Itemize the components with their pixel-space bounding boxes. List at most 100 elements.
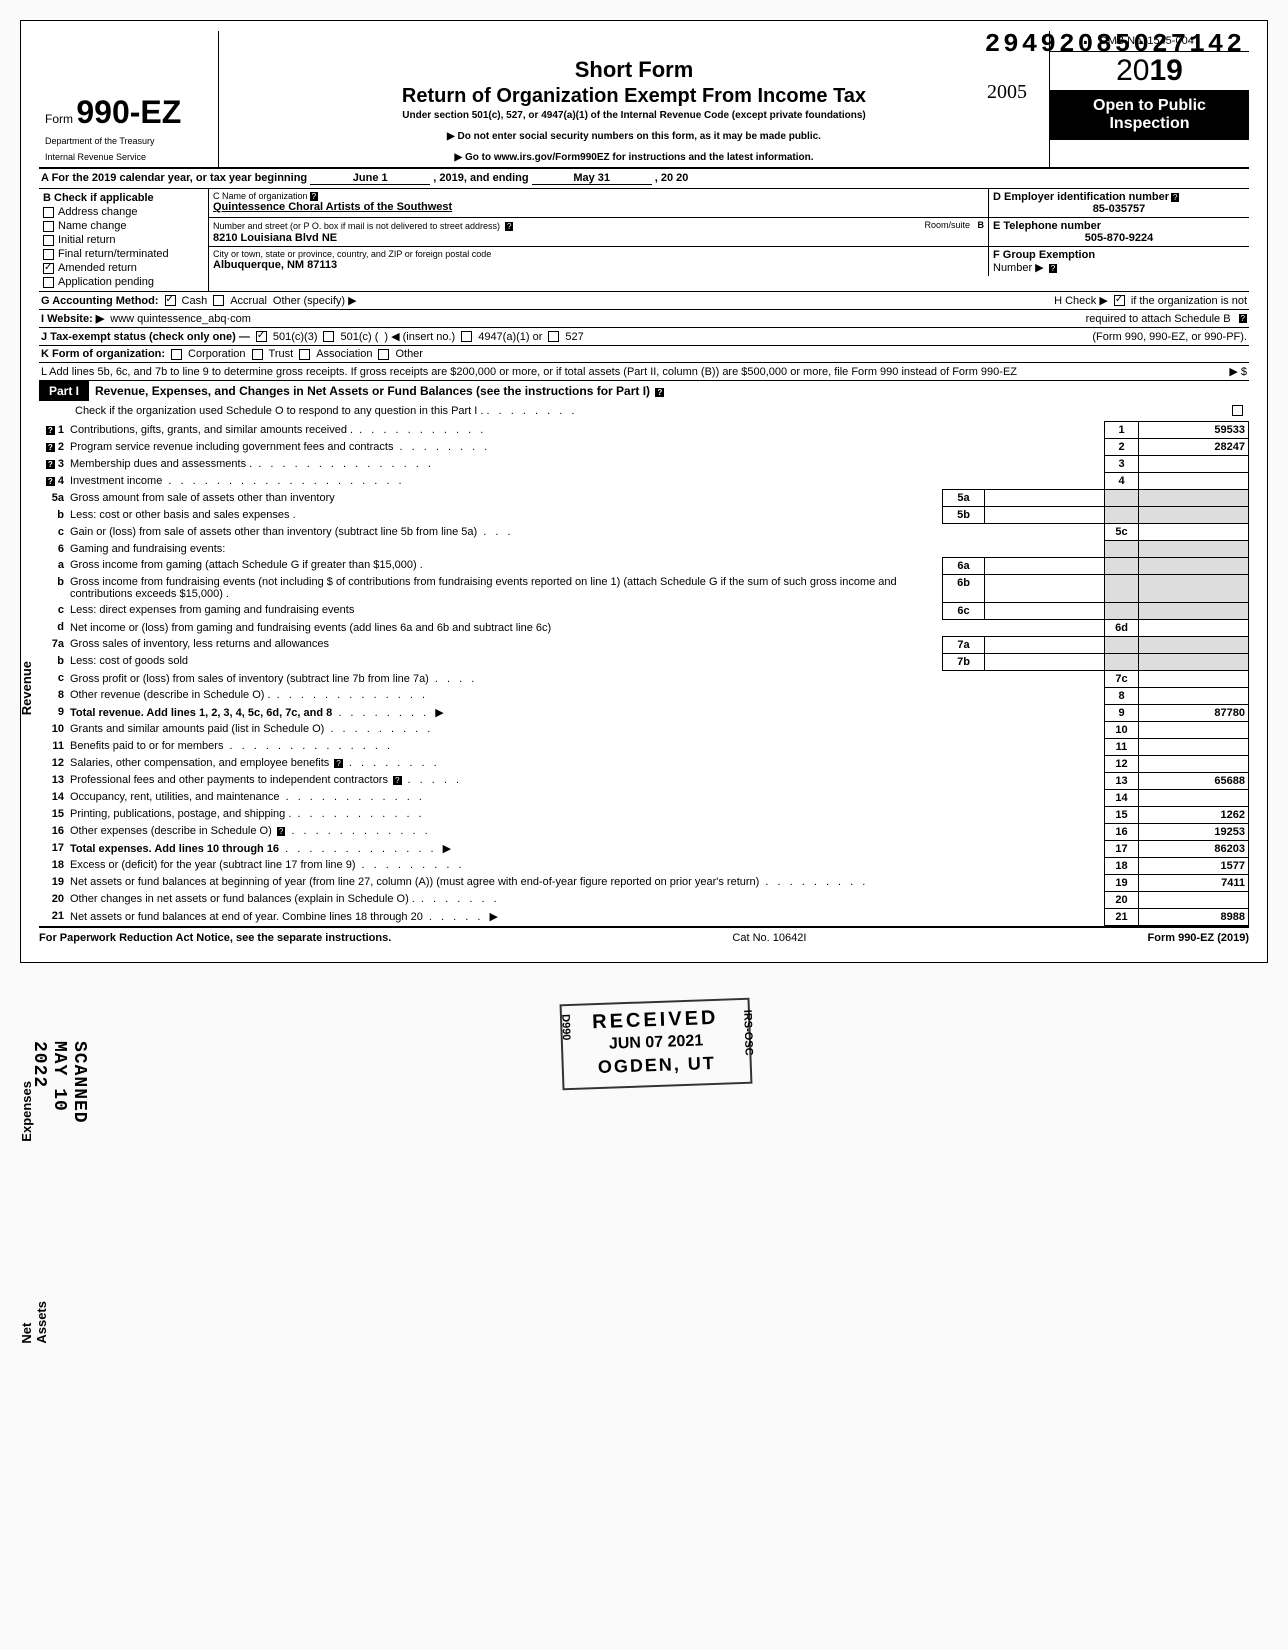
chk-corp[interactable] bbox=[171, 349, 182, 360]
k-label: K Form of organization: bbox=[41, 348, 165, 360]
line-desc: Investment income bbox=[70, 475, 162, 487]
chk-label: Application pending bbox=[58, 276, 154, 288]
line-16: 16Other expenses (describe in Schedule O… bbox=[39, 823, 1249, 840]
row-l: L Add lines 5b, 6c, and 7b to line 9 to … bbox=[39, 363, 1249, 381]
chk-trust[interactable] bbox=[252, 349, 263, 360]
help-icon[interactable]: ? bbox=[46, 426, 55, 435]
line-6b: bGross income from fundraising events (n… bbox=[39, 574, 1249, 602]
line-box-grey bbox=[1105, 653, 1139, 670]
help-icon[interactable]: ? bbox=[310, 192, 318, 201]
chk-initial-return[interactable]: Initial return bbox=[43, 234, 204, 246]
line-18: 18Excess or (deficit) for the year (subt… bbox=[39, 857, 1249, 874]
row-a-tail: , 20 20 bbox=[655, 172, 689, 184]
line-desc: Less: cost or other basis and sales expe… bbox=[70, 509, 296, 521]
line-box: 4 bbox=[1105, 473, 1139, 490]
chk-schedule-o[interactable] bbox=[1232, 405, 1243, 416]
open-l1: Open to Public bbox=[1052, 97, 1247, 115]
line-amt-grey bbox=[1139, 490, 1249, 507]
line-box-grey bbox=[1105, 490, 1139, 507]
row-a-mid: , 2019, and ending bbox=[433, 172, 528, 184]
return-subtitle: Under section 501(c), 527, or 4947(a)(1)… bbox=[227, 110, 1041, 121]
help-icon[interactable]: ? bbox=[1171, 193, 1179, 202]
chk-501c[interactable] bbox=[323, 331, 334, 342]
help-icon[interactable]: ? bbox=[393, 776, 401, 785]
mid-amt bbox=[985, 653, 1105, 670]
line-15: 15Printing, publications, postage, and s… bbox=[39, 806, 1249, 823]
line-box-grey bbox=[1105, 602, 1139, 619]
help-icon[interactable]: ? bbox=[505, 222, 513, 231]
f-group: F Group Exemption Number ▶ ? bbox=[989, 247, 1249, 276]
chk-assoc[interactable] bbox=[299, 349, 310, 360]
line-desc: Gain or (loss) from sale of assets other… bbox=[70, 526, 477, 538]
help-icon[interactable]: ? bbox=[334, 759, 342, 768]
i-value: www quintessence_abq·com bbox=[110, 313, 251, 325]
org-info-grid: B Check if applicable Address change Nam… bbox=[39, 189, 1249, 292]
website-note: ▶ Go to www.irs.gov/Form990EZ for instru… bbox=[227, 152, 1041, 163]
mid-amt bbox=[985, 636, 1105, 653]
line-9: 9Total revenue. Add lines 1, 2, 3, 4, 5c… bbox=[39, 704, 1249, 721]
scanned-stamp: SCANNED MAY 10 2022 bbox=[29, 1041, 89, 1124]
line-amt bbox=[1139, 738, 1249, 755]
chk-4947[interactable] bbox=[461, 331, 472, 342]
line-amt-grey bbox=[1139, 541, 1249, 558]
addr-label: Number and street (or P O. box if mail i… bbox=[213, 221, 500, 231]
line-box: 5c bbox=[1105, 524, 1139, 541]
row-i: I Website: ▶ www quintessence_abq·com re… bbox=[39, 310, 1249, 328]
chk-name-change[interactable]: Name change bbox=[43, 220, 204, 232]
row-a-prefix: A For the 2019 calendar year, or tax yea… bbox=[41, 172, 307, 184]
address-row: Number and street (or P O. box if mail i… bbox=[209, 218, 989, 246]
open-l2: Inspection bbox=[1052, 115, 1247, 133]
e-value: 505-870-9224 bbox=[993, 232, 1245, 244]
line-box: 12 bbox=[1105, 755, 1139, 772]
chk-amended-return[interactable]: Amended return bbox=[43, 262, 204, 274]
k-c: Association bbox=[316, 348, 372, 360]
open-to-public: Open to Public Inspection bbox=[1050, 91, 1249, 140]
line-desc: Professional fees and other payments to … bbox=[70, 774, 388, 786]
header-left: Form 990-EZ Department of the Treasury I… bbox=[39, 31, 219, 167]
line-7b: bLess: cost of goods sold7b bbox=[39, 653, 1249, 670]
help-icon[interactable]: ? bbox=[46, 460, 55, 469]
line-box: 17 bbox=[1105, 840, 1139, 857]
help-icon[interactable]: ? bbox=[1049, 264, 1057, 273]
e-label: E Telephone number bbox=[993, 220, 1101, 232]
help-icon[interactable]: ? bbox=[46, 443, 55, 452]
help-icon[interactable]: ? bbox=[655, 388, 664, 397]
e-phone: E Telephone number 505-870-9224 bbox=[989, 218, 1249, 246]
line-desc: Gross amount from sale of assets other t… bbox=[70, 492, 335, 504]
line-7c: cGross profit or (loss) from sales of in… bbox=[39, 670, 1249, 687]
mid-amt bbox=[985, 574, 1105, 602]
d-ein: D Employer identification number? 85-035… bbox=[989, 189, 1249, 217]
line-desc: Other revenue (describe in Schedule O) . bbox=[70, 689, 271, 701]
line-amt bbox=[1139, 891, 1249, 908]
part-1-title: Revenue, Expenses, and Changes in Net As… bbox=[89, 381, 1249, 401]
chk-h[interactable] bbox=[1114, 295, 1125, 306]
chk-final-return[interactable]: Final return/terminated bbox=[43, 248, 204, 260]
chk-address-change[interactable]: Address change bbox=[43, 206, 204, 218]
line-box-grey bbox=[1105, 574, 1139, 602]
line-box: 6d bbox=[1105, 619, 1139, 636]
line-box: 8 bbox=[1105, 687, 1139, 704]
room-label: Room/suite bbox=[924, 220, 970, 230]
line-desc: Other expenses (describe in Schedule O) bbox=[70, 825, 272, 837]
line-amt bbox=[1139, 619, 1249, 636]
received-stamp: RECEIVED JUN 07 2021 OGDEN, UT IRS-OSC D… bbox=[560, 998, 753, 1091]
chk-accrual[interactable] bbox=[213, 295, 224, 306]
line-desc: Occupancy, rent, utilities, and maintena… bbox=[70, 791, 280, 803]
line-amt bbox=[1139, 473, 1249, 490]
chk-527[interactable] bbox=[548, 331, 559, 342]
line-6c: cLess: direct expenses from gaming and f… bbox=[39, 602, 1249, 619]
line-11: 11Benefits paid to or for members . . . … bbox=[39, 738, 1249, 755]
line-box: 1 bbox=[1105, 422, 1139, 439]
side-label-revenue: Revenue bbox=[19, 661, 34, 715]
line-amt: 28247 bbox=[1139, 439, 1249, 456]
help-icon[interactable]: ? bbox=[46, 477, 55, 486]
chk-501c3[interactable] bbox=[256, 331, 267, 342]
row-j: J Tax-exempt status (check only one) — 5… bbox=[39, 328, 1249, 346]
chk-other[interactable] bbox=[378, 349, 389, 360]
chk-application-pending[interactable]: Application pending bbox=[43, 276, 204, 288]
line-amt: 19253 bbox=[1139, 823, 1249, 840]
dots: . . . . . . . . bbox=[487, 405, 578, 417]
j-c: 4947(a)(1) or bbox=[478, 331, 542, 343]
chk-cash[interactable] bbox=[165, 295, 176, 306]
help-icon[interactable]: ? bbox=[1239, 314, 1247, 323]
